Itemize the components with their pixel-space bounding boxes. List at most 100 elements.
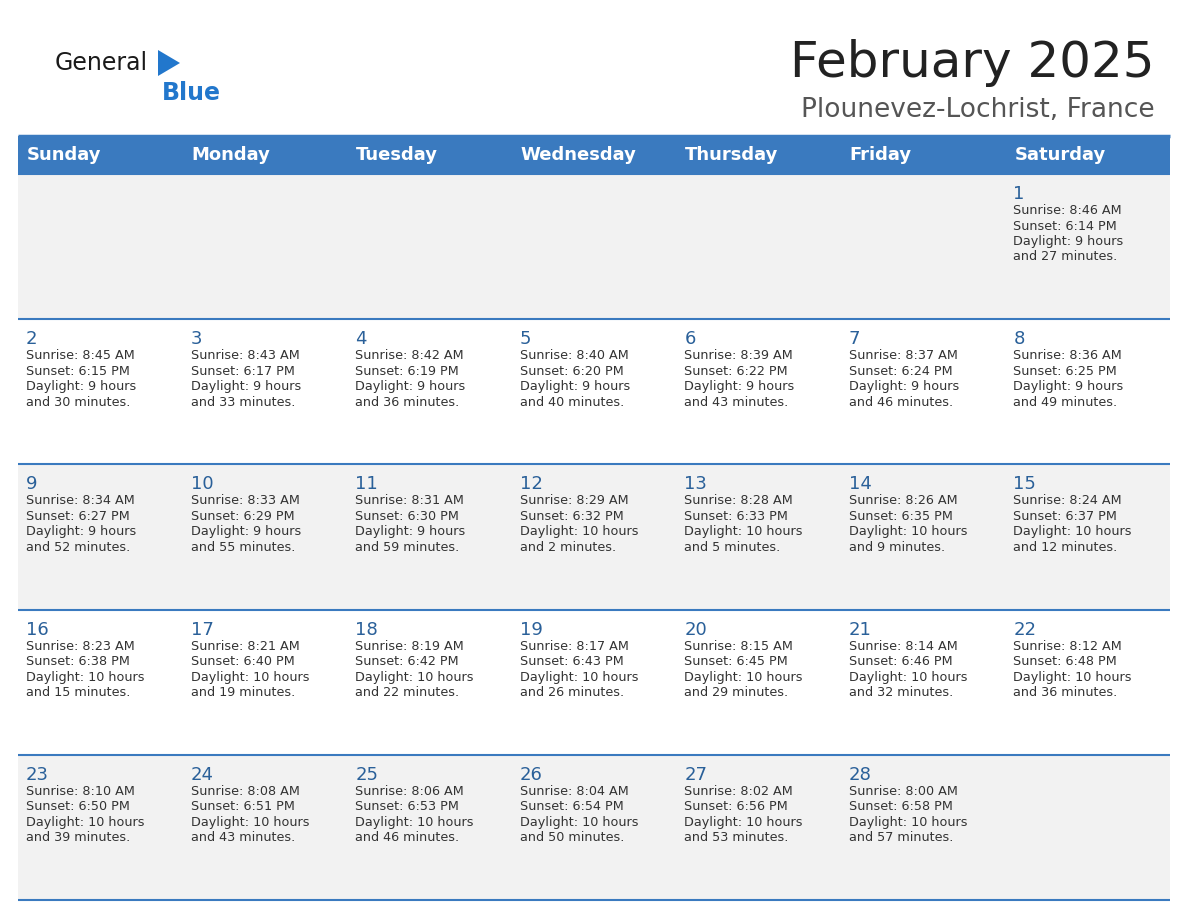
Text: Sunrise: 8:34 AM: Sunrise: 8:34 AM [26, 495, 134, 508]
Text: Daylight: 9 hours: Daylight: 9 hours [190, 380, 301, 393]
Text: 8: 8 [1013, 330, 1025, 348]
Text: 2: 2 [26, 330, 38, 348]
Text: Sunset: 6:50 PM: Sunset: 6:50 PM [26, 800, 129, 813]
Bar [18, 465, 1170, 610]
Text: Sunset: 6:46 PM: Sunset: 6:46 PM [849, 655, 953, 668]
Text: Sunrise: 8:24 AM: Sunrise: 8:24 AM [1013, 495, 1121, 508]
Text: 26: 26 [519, 766, 543, 784]
Text: and 50 minutes.: and 50 minutes. [519, 832, 624, 845]
Bar [676, 136, 841, 174]
Text: 23: 23 [26, 766, 49, 784]
Text: Daylight: 10 hours: Daylight: 10 hours [684, 671, 803, 684]
Bar [18, 755, 1170, 900]
Text: 20: 20 [684, 621, 707, 639]
Text: Blue: Blue [162, 81, 221, 105]
Text: February 2025: February 2025 [790, 39, 1155, 87]
Text: Sunrise: 8:29 AM: Sunrise: 8:29 AM [519, 495, 628, 508]
Text: 21: 21 [849, 621, 872, 639]
Text: Sunrise: 8:28 AM: Sunrise: 8:28 AM [684, 495, 794, 508]
Text: 1: 1 [1013, 185, 1025, 203]
Text: Sunset: 6:15 PM: Sunset: 6:15 PM [26, 364, 129, 377]
Bar [18, 136, 183, 174]
Text: and 15 minutes.: and 15 minutes. [26, 686, 131, 700]
Text: Sunset: 6:51 PM: Sunset: 6:51 PM [190, 800, 295, 813]
Polygon shape [158, 50, 181, 76]
Text: Sunset: 6:30 PM: Sunset: 6:30 PM [355, 509, 459, 523]
Text: Daylight: 9 hours: Daylight: 9 hours [684, 380, 795, 393]
Text: Sunrise: 8:43 AM: Sunrise: 8:43 AM [190, 349, 299, 363]
Bar [18, 610, 1170, 755]
Text: 14: 14 [849, 476, 872, 493]
Text: 4: 4 [355, 330, 367, 348]
Text: Sunset: 6:19 PM: Sunset: 6:19 PM [355, 364, 459, 377]
Text: Daylight: 9 hours: Daylight: 9 hours [1013, 235, 1124, 248]
Text: Daylight: 9 hours: Daylight: 9 hours [26, 380, 137, 393]
Text: Sunset: 6:25 PM: Sunset: 6:25 PM [1013, 364, 1117, 377]
Text: Sunset: 6:54 PM: Sunset: 6:54 PM [519, 800, 624, 813]
Text: Sunrise: 8:40 AM: Sunrise: 8:40 AM [519, 349, 628, 363]
Text: Sunrise: 8:02 AM: Sunrise: 8:02 AM [684, 785, 794, 798]
Text: Sunrise: 8:37 AM: Sunrise: 8:37 AM [849, 349, 958, 363]
Text: 22: 22 [1013, 621, 1036, 639]
Bar [841, 136, 1005, 174]
Text: Sunset: 6:20 PM: Sunset: 6:20 PM [519, 364, 624, 377]
Text: Daylight: 10 hours: Daylight: 10 hours [849, 525, 967, 538]
Text: Sunrise: 8:17 AM: Sunrise: 8:17 AM [519, 640, 628, 653]
Text: 9: 9 [26, 476, 38, 493]
Text: 25: 25 [355, 766, 378, 784]
Text: Sunrise: 8:15 AM: Sunrise: 8:15 AM [684, 640, 794, 653]
Text: Daylight: 9 hours: Daylight: 9 hours [849, 380, 959, 393]
Text: Sunset: 6:37 PM: Sunset: 6:37 PM [1013, 509, 1117, 523]
Text: and 36 minutes.: and 36 minutes. [1013, 686, 1118, 700]
Text: Monday: Monday [191, 146, 271, 164]
Text: and 27 minutes.: and 27 minutes. [1013, 251, 1118, 263]
Text: and 22 minutes.: and 22 minutes. [355, 686, 460, 700]
Text: Sunset: 6:58 PM: Sunset: 6:58 PM [849, 800, 953, 813]
Bar [18, 174, 1170, 319]
Text: and 30 minutes.: and 30 minutes. [26, 396, 131, 409]
Text: Sunset: 6:33 PM: Sunset: 6:33 PM [684, 509, 788, 523]
Text: 5: 5 [519, 330, 531, 348]
Text: Sunrise: 8:14 AM: Sunrise: 8:14 AM [849, 640, 958, 653]
Text: and 26 minutes.: and 26 minutes. [519, 686, 624, 700]
Text: 18: 18 [355, 621, 378, 639]
Text: Daylight: 10 hours: Daylight: 10 hours [190, 816, 309, 829]
Text: and 36 minutes.: and 36 minutes. [355, 396, 460, 409]
Text: and 39 minutes.: and 39 minutes. [26, 832, 131, 845]
Text: 3: 3 [190, 330, 202, 348]
Text: 7: 7 [849, 330, 860, 348]
Text: Thursday: Thursday [685, 146, 778, 164]
Text: 28: 28 [849, 766, 872, 784]
Bar [512, 136, 676, 174]
Text: and 46 minutes.: and 46 minutes. [355, 832, 460, 845]
Text: Sunrise: 8:45 AM: Sunrise: 8:45 AM [26, 349, 134, 363]
Text: 6: 6 [684, 330, 696, 348]
Text: Daylight: 10 hours: Daylight: 10 hours [1013, 525, 1132, 538]
Text: Sunrise: 8:42 AM: Sunrise: 8:42 AM [355, 349, 463, 363]
Text: and 40 minutes.: and 40 minutes. [519, 396, 624, 409]
Text: Sunrise: 8:04 AM: Sunrise: 8:04 AM [519, 785, 628, 798]
Text: and 2 minutes.: and 2 minutes. [519, 541, 615, 554]
Text: Daylight: 9 hours: Daylight: 9 hours [190, 525, 301, 538]
Text: Sunset: 6:32 PM: Sunset: 6:32 PM [519, 509, 624, 523]
Text: Sunset: 6:45 PM: Sunset: 6:45 PM [684, 655, 788, 668]
Text: and 53 minutes.: and 53 minutes. [684, 832, 789, 845]
Text: Sunday: Sunday [27, 146, 101, 164]
Text: and 52 minutes.: and 52 minutes. [26, 541, 131, 554]
Text: and 59 minutes.: and 59 minutes. [355, 541, 460, 554]
Text: Saturday: Saturday [1015, 146, 1106, 164]
Text: 16: 16 [26, 621, 49, 639]
Text: Friday: Friday [849, 146, 912, 164]
Text: Daylight: 9 hours: Daylight: 9 hours [519, 380, 630, 393]
Text: Sunset: 6:38 PM: Sunset: 6:38 PM [26, 655, 129, 668]
Text: and 49 minutes.: and 49 minutes. [1013, 396, 1118, 409]
Text: 27: 27 [684, 766, 707, 784]
Text: Wednesday: Wednesday [520, 146, 637, 164]
Text: Daylight: 10 hours: Daylight: 10 hours [519, 525, 638, 538]
Text: Daylight: 10 hours: Daylight: 10 hours [849, 816, 967, 829]
Text: Sunset: 6:24 PM: Sunset: 6:24 PM [849, 364, 953, 377]
Text: Sunrise: 8:12 AM: Sunrise: 8:12 AM [1013, 640, 1123, 653]
Text: Daylight: 10 hours: Daylight: 10 hours [519, 671, 638, 684]
Text: Daylight: 10 hours: Daylight: 10 hours [849, 671, 967, 684]
Text: Sunrise: 8:10 AM: Sunrise: 8:10 AM [26, 785, 135, 798]
